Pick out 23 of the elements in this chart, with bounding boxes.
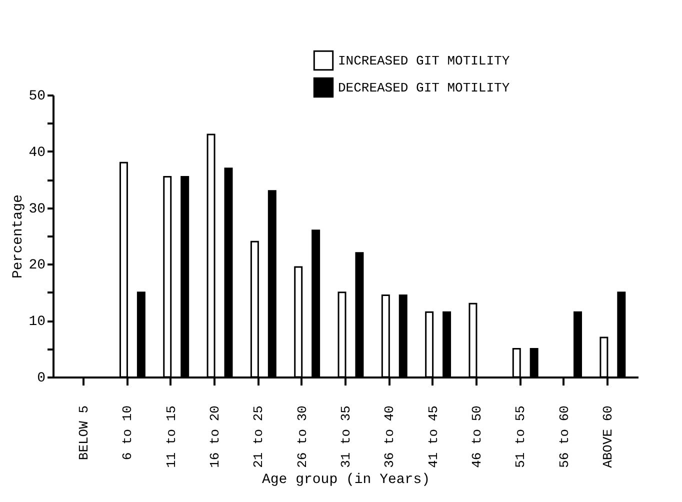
x-tick-label: 31 to 35 xyxy=(338,406,354,468)
x-tick-label: 46 to 50 xyxy=(469,406,484,468)
x-tick-label: 11 to 15 xyxy=(164,406,179,468)
x-tick-label: 41 to 45 xyxy=(426,406,441,468)
x-tick-label: 16 to 20 xyxy=(208,406,223,468)
x-tick-label: 26 to 30 xyxy=(294,406,310,468)
y-tick-label: 20 xyxy=(28,258,46,274)
legend-label: INCREASED GIT MOTILITY xyxy=(338,54,510,68)
y-axis-title: Percentage xyxy=(10,194,27,279)
legend-label: DECREASED GIT MOTILITY xyxy=(338,80,510,96)
y-tick-label: 30 xyxy=(28,201,46,218)
x-tick-label: ABOVE 60 xyxy=(600,406,616,468)
x-tick-label: 36 to 40 xyxy=(382,406,398,468)
x-tick-label: 56 to 60 xyxy=(556,406,572,468)
x-tick-label: BELOW 5 xyxy=(76,406,92,460)
x-tick-label: 21 to 25 xyxy=(251,406,266,468)
x-tick-label: 6 to 10 xyxy=(120,406,136,460)
y-tick-label: 40 xyxy=(28,144,46,161)
y-tick-label: 10 xyxy=(28,314,46,330)
x-axis-title: Age group (in Years) xyxy=(262,472,430,488)
y-tick-label: 50 xyxy=(28,88,46,104)
x-tick-label: 51 to 55 xyxy=(513,406,528,468)
y-tick-label: 0 xyxy=(37,370,46,386)
